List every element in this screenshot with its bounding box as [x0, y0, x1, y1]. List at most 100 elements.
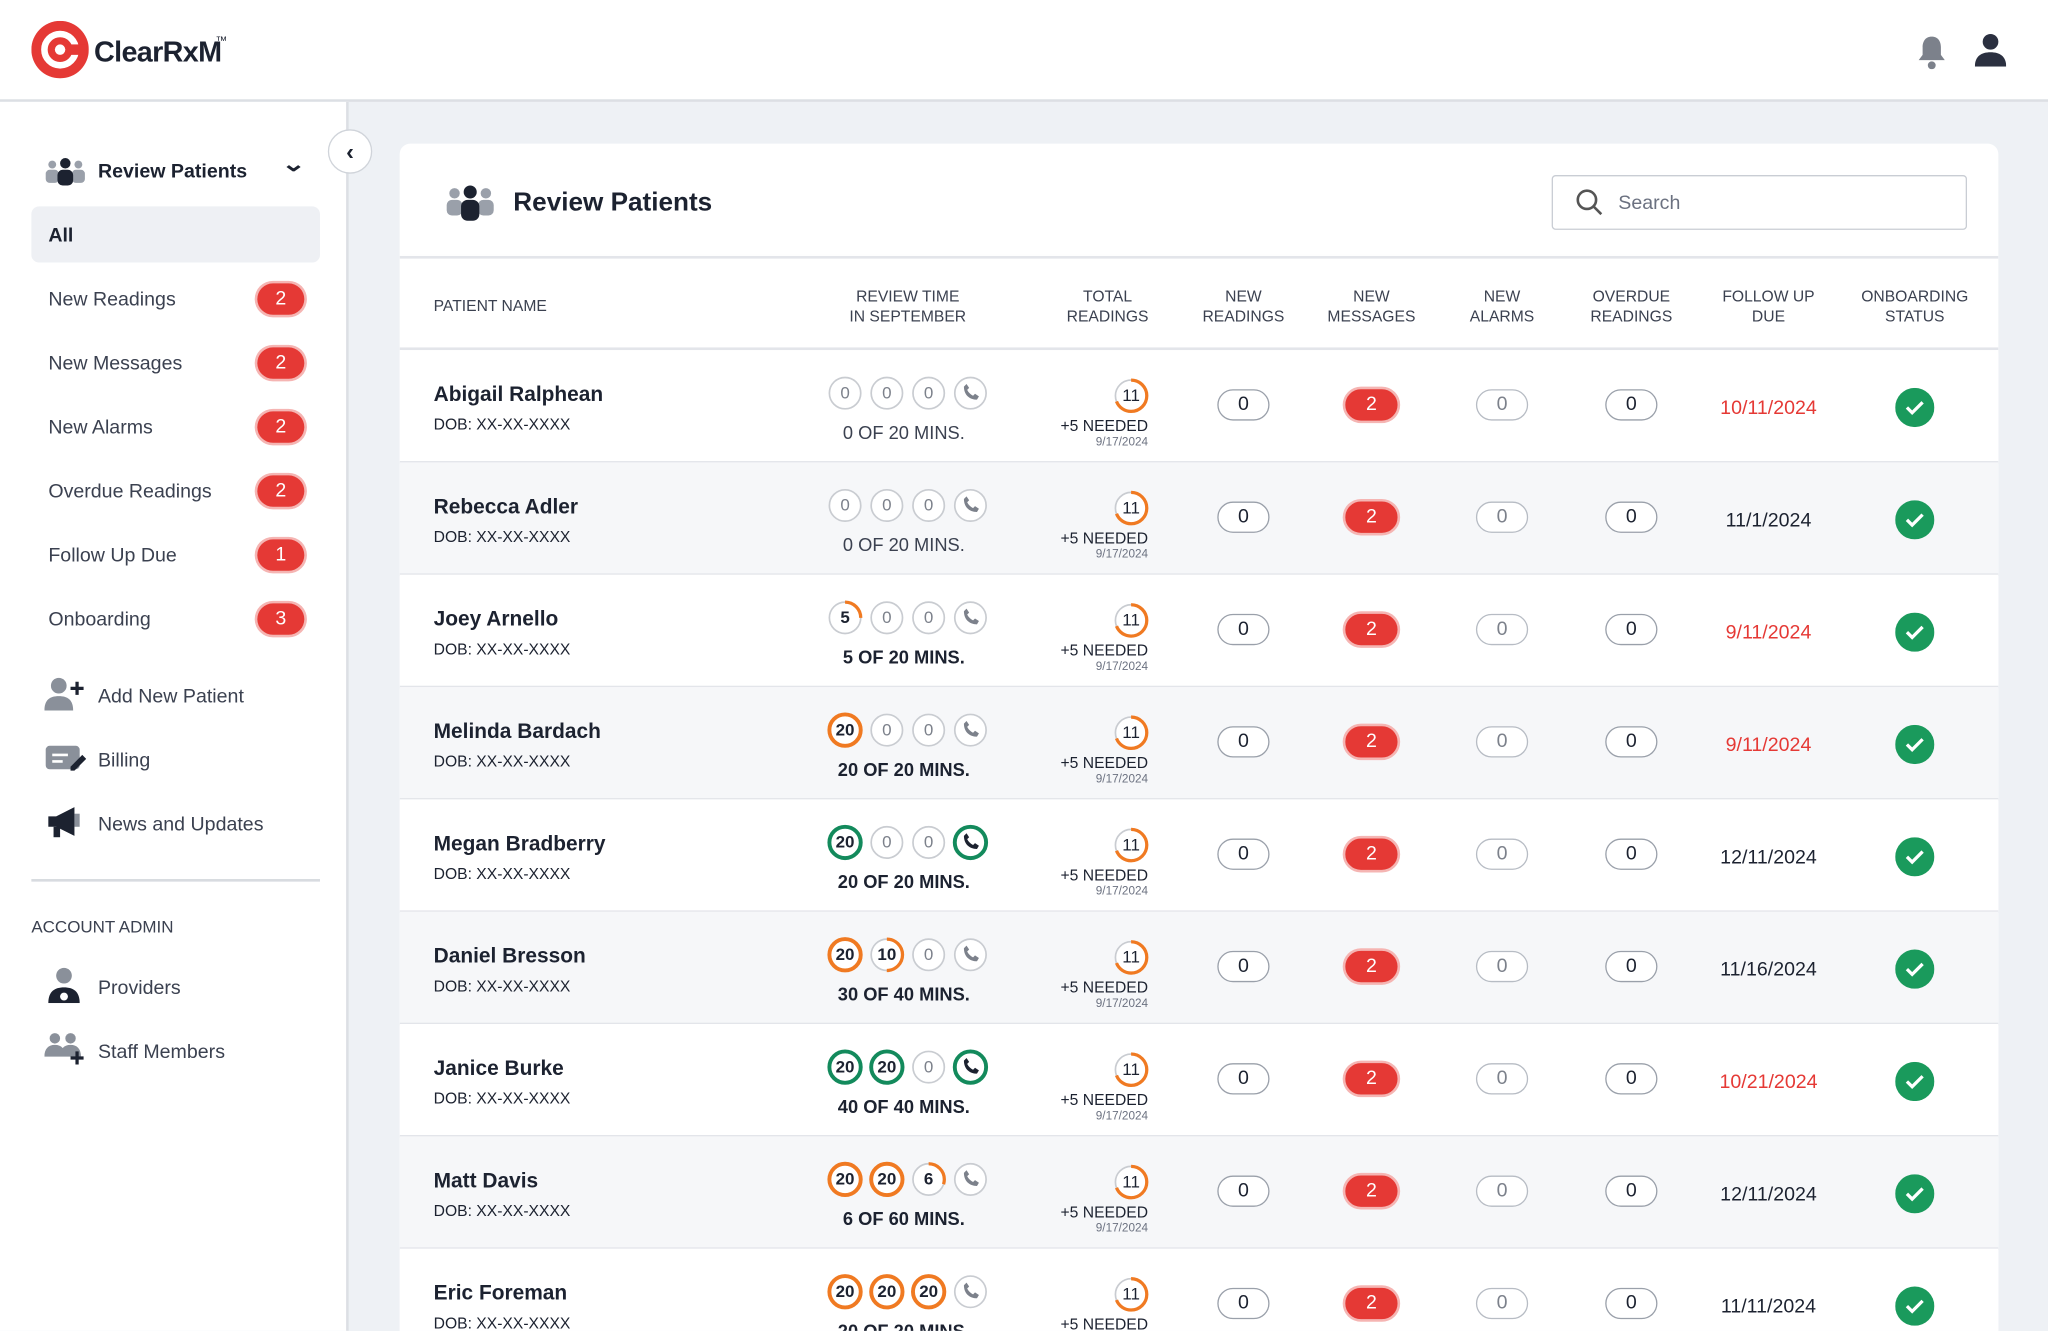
session-minutes: 20 [835, 1281, 855, 1301]
user-menu[interactable] [1974, 33, 2007, 67]
total-readings-value: 11 [1122, 834, 1140, 855]
nav-link[interactable]: News and Updates [97, 813, 264, 836]
session-ring [912, 938, 946, 972]
review-session: 20 [869, 1049, 906, 1086]
follow-up-date: 12/11/2024 [1720, 846, 1817, 869]
follow-up-date: 12/11/2024 [1720, 1183, 1817, 1206]
top-bar: ClearRxM ™ [0, 0, 2048, 102]
notifications[interactable] [1916, 34, 1947, 70]
patient-row[interactable]: Megan Bradberry DOB: XX-XX-XXXX 20 0 0 20 OF … [399, 799, 1999, 913]
filter-item[interactable]: All [31, 206, 320, 263]
search-box[interactable]: Search [1551, 175, 1968, 230]
session-minutes: 10 [877, 944, 897, 964]
nav-link[interactable]: Add New Patient [97, 685, 244, 708]
review-session: 0 [869, 600, 906, 637]
count-pill: 0 [1217, 838, 1270, 870]
patient-name: Megan Bradberry [433, 833, 606, 856]
patient-row[interactable]: Daniel Bresson DOB: XX-XX-XXXX 20 10 0 30 OF … [399, 911, 1999, 1026]
patients-card: Review Patients Search PATIENT NAME REVIE… [399, 143, 1999, 1331]
readings-needed: +5 NEEDED [1060, 1202, 1149, 1222]
review-session: 0 [910, 712, 947, 749]
session-ring [870, 713, 904, 747]
count-pill: 0 [1217, 1287, 1270, 1320]
filter-count: 2 [257, 411, 305, 443]
count-pill: 2 [1345, 501, 1398, 533]
patient-row[interactable]: Abigail Ralphean DOB: XX-XX-XXXX 0 0 0 0 OF 2… [399, 350, 1999, 464]
call-icon [952, 375, 989, 412]
patient-name: Eric Foreman [433, 1282, 568, 1305]
collapse-button[interactable]: ‹ [327, 129, 373, 174]
follow-up-date: 10/21/2024 [1719, 1071, 1818, 1094]
session-minutes: 0 [923, 607, 934, 627]
filter-item[interactable]: Onboarding 3 [31, 590, 320, 646]
onboarding-check [1895, 1286, 1935, 1331]
total-readings: 11 [1113, 1164, 1150, 1201]
count-pill: 0 [1605, 501, 1658, 533]
filter-item[interactable]: New Readings 2 [31, 270, 320, 326]
session-ring [869, 1274, 905, 1310]
filter-item[interactable]: New Alarms 2 [31, 398, 320, 454]
readings-needed: +5 NEEDED [1060, 641, 1149, 660]
onboarding-check [1895, 500, 1935, 546]
count-pill: 0 [1217, 613, 1270, 646]
session-ring [828, 376, 862, 410]
patient-row[interactable]: Eric Foreman DOB: XX-XX-XXXX 20 20 20 20 OF 2… [399, 1248, 1999, 1331]
count-pill: 0 [1217, 950, 1270, 983]
total-readings: 11 [1113, 490, 1150, 527]
count-pill: 0 [1475, 613, 1529, 646]
session-minutes: 0 [923, 719, 934, 740]
review-summary: 40 OF 40 MINS. [837, 1095, 970, 1117]
patient-row[interactable]: Matt Davis DOB: XX-XX-XXXX 20 20 6 6 OF 60 MI… [399, 1136, 1999, 1250]
filter-item[interactable]: New Messages 2 [31, 334, 320, 390]
column-header: NEW MESSAGES [1327, 287, 1416, 326]
count-pill: 0 [1605, 838, 1658, 870]
patient-row[interactable]: Melinda Bardach DOB: XX-XX-XXXX 20 0 0 20 OF … [399, 687, 1999, 801]
patient-row[interactable]: Rebecca Adler DOB: XX-XX-XXXX 0 0 0 0 OF 20 M… [399, 462, 1999, 576]
review-session: 0 [910, 600, 947, 637]
readings-needed: +5 NEEDED [1060, 978, 1149, 997]
patient-row[interactable]: Janice Burke DOB: XX-XX-XXXX 20 20 0 40 OF 40… [399, 1023, 1999, 1138]
patient-row[interactable]: Joey Arnello DOB: XX-XX-XXXX 5 0 0 5 OF 20 MI… [399, 574, 1999, 689]
patient-dob: DOB: XX-XX-XXXX [433, 1201, 571, 1220]
admin-link[interactable]: Staff Members [97, 1040, 225, 1064]
needed-date: 9/17/2024 [1095, 996, 1149, 1010]
column-header: PATIENT NAME [433, 296, 547, 315]
admin-link[interactable]: Providers [97, 976, 181, 1000]
session-minutes: 6 [923, 1168, 934, 1189]
onboarding-check [1895, 1061, 1935, 1108]
nav-link[interactable]: Billing [97, 749, 151, 772]
total-readings-value: 11 [1122, 385, 1140, 405]
review-session: 20 [827, 1161, 864, 1198]
count-pill: 0 [1605, 1287, 1658, 1320]
filter-item[interactable]: Overdue Readings 2 [31, 462, 320, 518]
filter-item[interactable]: Follow Up Due 1 [31, 526, 320, 582]
call-icon [952, 1049, 989, 1086]
patient-dob: DOB: XX-XX-XXXX [433, 527, 571, 546]
search-placeholder: Search [1618, 191, 1681, 215]
count-pill: 2 [1345, 1175, 1398, 1207]
logo-icon [31, 20, 89, 79]
page-title: Review Patients [513, 188, 713, 217]
filter-count: 2 [257, 475, 305, 507]
review-session: 0 [869, 487, 906, 524]
session-minutes: 5 [840, 607, 850, 627]
patient-name: Joey Arnello [433, 608, 559, 631]
column-header: NEW READINGS [1202, 287, 1285, 326]
session-ring [912, 713, 946, 747]
count-pill: 0 [1475, 950, 1529, 983]
section-toggle[interactable]: ⌄ [281, 154, 306, 177]
admin-icon [44, 967, 86, 1010]
session-minutes: 20 [877, 1281, 897, 1301]
total-readings-value: 11 [1122, 1171, 1140, 1192]
onboarding-check [1895, 387, 1935, 434]
total-readings-value: 11 [1122, 722, 1140, 742]
search-icon [1576, 189, 1603, 216]
count-pill: 2 [1345, 950, 1398, 983]
review-session: 0 [910, 824, 947, 861]
review-session: 0 [869, 712, 906, 749]
count-pill: 0 [1475, 726, 1529, 758]
review-session: 20 [827, 1049, 864, 1086]
session-ring [912, 376, 946, 410]
onboarding-check [1895, 837, 1935, 883]
patient-dob: DOB: XX-XX-XXXX [433, 752, 571, 771]
